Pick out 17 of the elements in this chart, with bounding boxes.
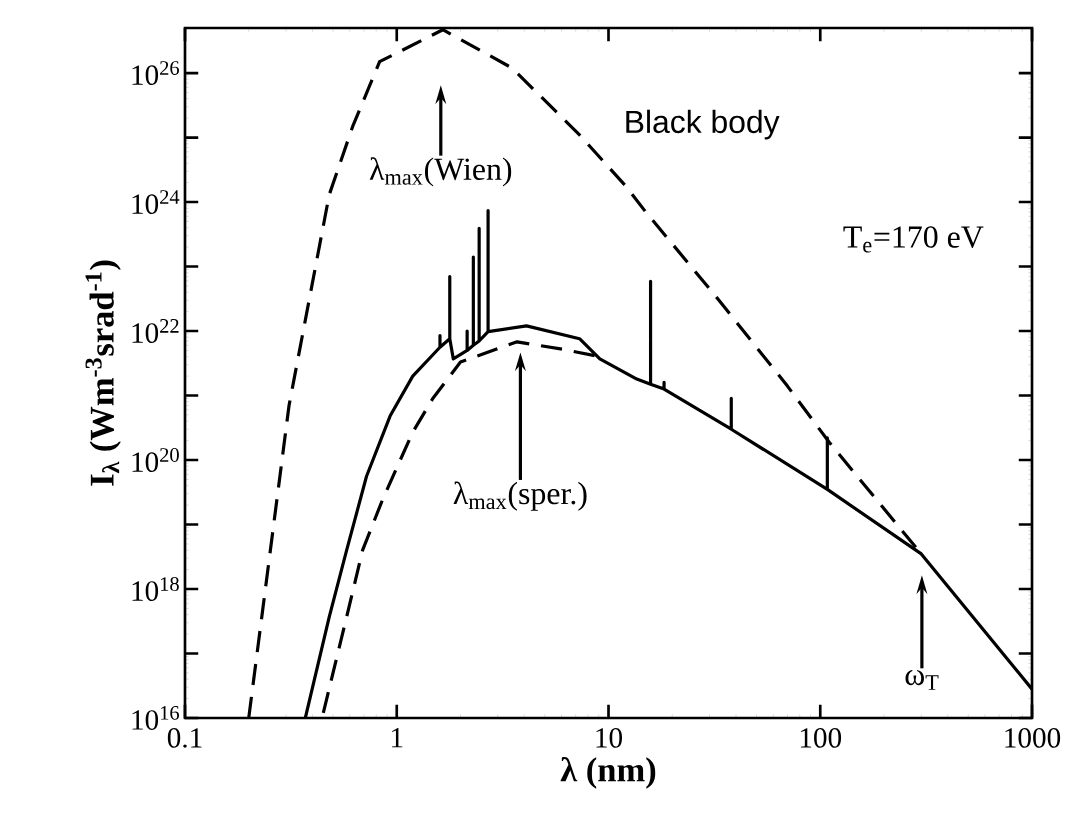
x-tick-label: 10 (596, 727, 622, 748)
y-axis-title: I$_{λ}$ (Wm$^{-3}$srad$^{-1}$) (85, 260, 121, 486)
annotation: ω$_{T}$ (905, 669, 939, 690)
x-tick-label: 0.1 (167, 727, 202, 748)
x-tick-label: 1 (392, 727, 403, 748)
annotation: T$_{e}$=170 eV (843, 226, 984, 253)
x-tick-label: 100 (800, 727, 842, 748)
x-tick-label: 1000 (1005, 727, 1061, 748)
y-tick-label: 10$^{22}$ (132, 319, 179, 343)
y-tick-label: 10$^{24}$ (132, 190, 180, 214)
y-tick-label: 10$^{20}$ (132, 448, 179, 472)
x-axis-title: λ (nm) (560, 756, 656, 789)
annotation: λ$_{max}$(Wien) (369, 157, 512, 187)
y-tick-label: 10$^{26}$ (132, 61, 180, 85)
annotation: Black body (626, 109, 780, 140)
y-tick-label: 10$^{18}$ (132, 577, 179, 601)
annotation: λ$_{max}$(sper.) (453, 481, 587, 511)
